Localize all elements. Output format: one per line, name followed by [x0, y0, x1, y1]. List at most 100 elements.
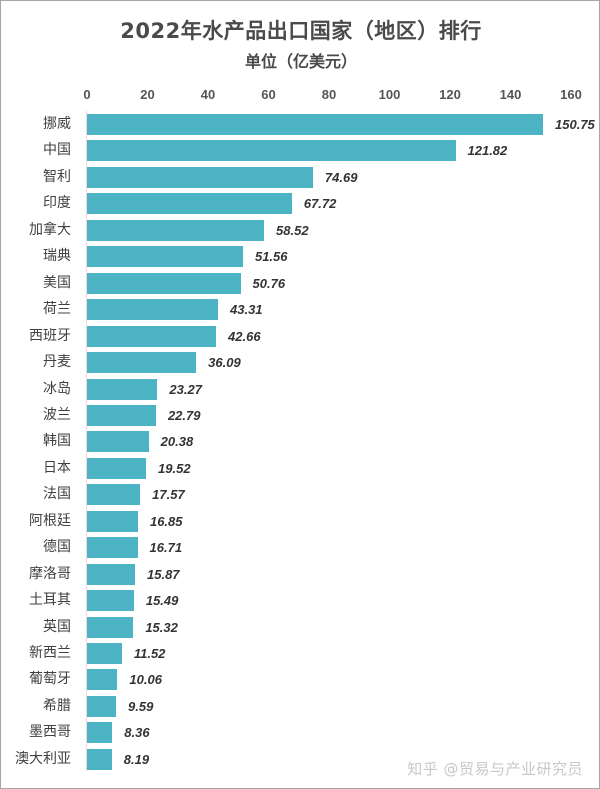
- bar: [87, 193, 292, 215]
- x-axis-ticks: 0 20 40 60 80 100 120 140 160: [1, 87, 600, 107]
- value-label: 67.72: [303, 196, 337, 212]
- x-tick-label: 80: [321, 87, 337, 102]
- x-tick-label: 160: [560, 87, 582, 102]
- bar-row: 丹麦 36.09: [1, 352, 600, 374]
- x-tick-label: 120: [439, 87, 461, 102]
- bar: [87, 669, 118, 691]
- category-label: 瑞典: [43, 248, 71, 265]
- bar: [87, 722, 113, 744]
- category-label: 韩国: [43, 433, 71, 450]
- value-label: 8.19: [123, 751, 150, 767]
- bar: [87, 748, 112, 770]
- bar-row: 摩洛哥 15.87: [1, 563, 600, 585]
- category-label: 波兰: [43, 406, 71, 423]
- category-label: 冰岛: [43, 380, 71, 397]
- value-label: 150.75: [555, 117, 595, 132]
- bar-row: 澳大利亚 8.19: [1, 748, 600, 770]
- value-label: 16.71: [149, 540, 183, 556]
- bar-row: 墨西哥 8.36: [1, 722, 600, 744]
- bar-row: 土耳其 15.49: [1, 590, 600, 612]
- category-label: 日本: [43, 459, 71, 476]
- value-label: 42.66: [228, 328, 261, 344]
- category-label: 荷兰: [43, 301, 71, 318]
- category-label: 印度: [43, 195, 71, 212]
- value-label: 17.57: [152, 487, 185, 503]
- bar: [87, 510, 138, 532]
- category-label: 澳大利亚: [15, 750, 71, 767]
- x-tick-label: 40: [200, 87, 216, 102]
- bar: [87, 378, 158, 400]
- bar-row: 瑞典 51.56: [1, 246, 600, 268]
- value-label: 19.52: [158, 460, 191, 476]
- bar: [87, 219, 265, 241]
- category-label: 智利: [43, 168, 71, 185]
- x-tick-label: 140: [499, 87, 522, 102]
- bar: [87, 484, 141, 506]
- value-label: 16.85: [149, 513, 183, 529]
- bar-row: 冰岛 23.27: [1, 378, 600, 400]
- bar-row: 印度 67.72: [1, 193, 600, 215]
- value-label: 15.32: [145, 619, 178, 635]
- category-label: 摩洛哥: [29, 565, 71, 582]
- category-label: 新西兰: [29, 645, 71, 661]
- bar-row: 韩国 20.38: [1, 431, 600, 453]
- bar: [87, 643, 122, 664]
- bar: [87, 166, 313, 188]
- bar-row: 西班牙 42.66: [1, 325, 600, 347]
- value-label: 50.76: [252, 275, 286, 291]
- value-label: 121.82: [467, 143, 508, 159]
- value-label: 43.31: [230, 302, 263, 318]
- value-label: 58.52: [276, 222, 309, 238]
- value-label: 74.69: [324, 169, 358, 185]
- x-tick-label: 20: [140, 87, 155, 102]
- watermark: 知乎 @贸易与产业研究员: [407, 760, 583, 778]
- y-axis-line: [86, 111, 87, 771]
- chart-subtitle: 单位（亿美元）: [244, 52, 357, 71]
- category-label: 德国: [43, 539, 71, 556]
- value-label: 51.56: [254, 249, 288, 265]
- value-label: 10.06: [129, 672, 162, 688]
- bar: [87, 695, 116, 717]
- x-tick-label: 0: [83, 87, 91, 102]
- bar-row: 法国 17.57: [1, 484, 600, 506]
- bar-row: 美国 50.76: [1, 272, 600, 294]
- bar: [87, 431, 149, 453]
- bar: [87, 537, 138, 559]
- bar: [87, 590, 134, 612]
- bar-row: 英国 15.32: [1, 616, 600, 638]
- bar-row: 葡萄牙 10.06: [1, 669, 600, 691]
- category-label: 葡萄牙: [29, 671, 71, 688]
- bar-row: 日本 19.52: [1, 457, 600, 479]
- bar-row: 希腊 9.59: [1, 695, 600, 717]
- category-label: 法国: [43, 486, 71, 503]
- bar-row: 新西兰 11.52: [1, 643, 600, 664]
- bar-row: 智利 74.69: [1, 166, 600, 188]
- bar-row: 加拿大 58.52: [1, 219, 600, 241]
- category-label: 阿根廷: [29, 512, 71, 529]
- category-label: 英国: [43, 618, 71, 635]
- bar: [87, 616, 134, 638]
- category-label: 希腊: [43, 697, 71, 714]
- category-label: 挪威: [43, 116, 71, 132]
- bar: [87, 114, 544, 135]
- category-label: 土耳其: [29, 592, 71, 609]
- category-label: 墨西哥: [29, 724, 71, 741]
- bar: [87, 246, 243, 268]
- value-label: 15.87: [147, 566, 180, 582]
- bar: [87, 272, 241, 294]
- bar: [87, 563, 135, 585]
- bar: [87, 140, 456, 162]
- x-tick-label: 100: [378, 87, 401, 102]
- bar-row: 波兰 22.79: [1, 404, 600, 426]
- chart-title: 2022年水产品出口国家（地区）排行: [120, 19, 482, 43]
- value-label: 11.52: [133, 646, 166, 661]
- value-label: 9.59: [128, 698, 154, 714]
- category-label: 中国: [43, 142, 71, 159]
- x-tick-label: 60: [261, 87, 276, 102]
- bar: [87, 457, 147, 479]
- category-label: 美国: [43, 274, 71, 291]
- bar-row: 德国 16.71: [1, 537, 600, 559]
- category-label: 加拿大: [29, 221, 71, 238]
- bar: [87, 352, 197, 374]
